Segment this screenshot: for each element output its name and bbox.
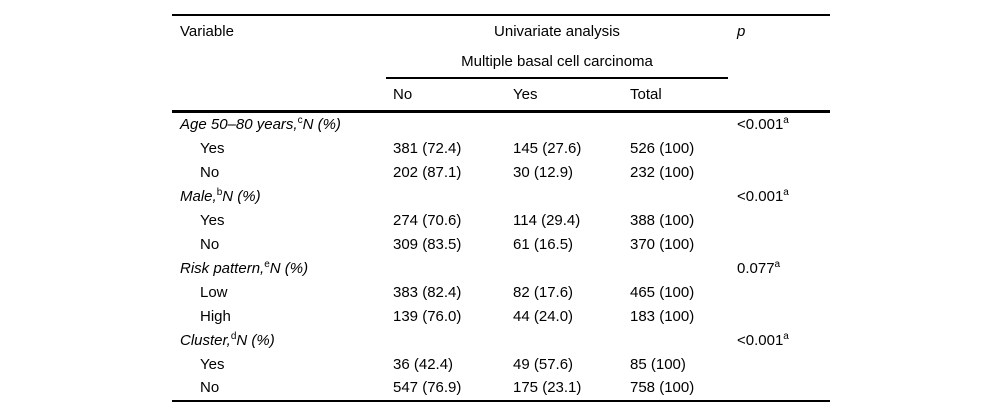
footnote-marker: c <box>297 115 303 127</box>
group-label-text: Male, <box>180 188 217 206</box>
group-label-text: Risk pattern, <box>180 259 265 277</box>
cell-yes: 44 (24.0) <box>513 307 574 325</box>
table-row: Yes 381 (72.4) 145 (27.6) 526 (100) <box>172 137 830 161</box>
p-value-cell: <0.001a <box>737 330 830 349</box>
p-value: 0.077 <box>737 259 775 277</box>
table-row-group: Risk pattern,eN (%) 0.077a <box>172 256 830 280</box>
cell-total: 370 (100) <box>630 235 695 253</box>
table-row: No 202 (87.1) 30 (12.9) 232 (100) <box>172 161 830 185</box>
group-label-male: Male,bN (%) <box>172 187 393 206</box>
cell-total: 388 (100) <box>630 212 695 230</box>
group-label-text: Cluster, <box>180 331 231 349</box>
spanner-header: Multiple basal cell carcinoma <box>386 46 728 79</box>
table-row-group: Age 50–80 years,cN (%) <0.001a <box>172 113 830 137</box>
row-label: Low <box>200 283 228 301</box>
cell-no: 547 (76.9) <box>393 379 462 397</box>
cell-total: 465 (100) <box>630 283 695 301</box>
p-value-cell: <0.001a <box>737 187 830 206</box>
cell-yes: 175 (23.1) <box>513 379 582 397</box>
cell-no: 381 (72.4) <box>393 140 462 158</box>
group-label-suffix: N (%) <box>236 331 275 349</box>
cell-yes: 82 (17.6) <box>513 283 574 301</box>
analysis-header: Univariate analysis <box>494 22 620 40</box>
cell-total: 232 (100) <box>630 164 695 182</box>
footnote-marker: a <box>783 115 789 127</box>
cell-total: 758 (100) <box>630 379 695 397</box>
group-label-cluster: Cluster,dN (%) <box>172 330 393 349</box>
cell-yes: 145 (27.6) <box>513 140 582 158</box>
row-label: High <box>200 307 231 325</box>
group-label-age: Age 50–80 years,cN (%) <box>172 115 393 134</box>
row-label: Yes <box>200 140 225 158</box>
table-row: Yes 274 (70.6) 114 (29.4) 388 (100) <box>172 209 830 233</box>
row-label: No <box>200 164 220 182</box>
univariate-analysis-table: Variable Univariate analysis p Multiple … <box>172 14 830 402</box>
cell-no: 274 (70.6) <box>393 212 462 230</box>
table-row: No 547 (76.9) 175 (23.1) 758 (100) <box>172 376 830 400</box>
group-label-risk-pattern: Risk pattern,eN (%) <box>172 258 393 277</box>
footnote-marker: a <box>774 258 781 270</box>
cell-total: 526 (100) <box>630 140 695 158</box>
cell-no: 309 (83.5) <box>393 235 462 253</box>
cell-no: 383 (82.4) <box>393 283 462 301</box>
header-row-2: Multiple basal cell carcinoma <box>172 46 830 79</box>
p-value: <0.001 <box>737 188 784 206</box>
cell-yes: 30 (12.9) <box>513 164 574 182</box>
cell-total: 85 (100) <box>630 355 686 373</box>
table-row: Yes 36 (42.4) 49 (57.6) 85 (100) <box>172 352 830 376</box>
table-row-group: Cluster,dN (%) <0.001a <box>172 328 830 352</box>
row-label: Yes <box>200 212 225 230</box>
p-value-cell: 0.077a <box>737 258 830 277</box>
p-value: <0.001 <box>737 331 784 349</box>
table-row: High 139 (76.0) 44 (24.0) 183 (100) <box>172 304 830 328</box>
footnote-marker: a <box>783 187 789 199</box>
cell-no: 36 (42.4) <box>393 355 454 373</box>
header-row-3: No Yes Total <box>172 79 830 113</box>
variable-column-header: Variable <box>180 22 234 40</box>
cell-total: 183 (100) <box>630 307 695 325</box>
cell-no: 202 (87.1) <box>393 164 462 182</box>
table-row: Low 383 (82.4) 82 (17.6) 465 (100) <box>172 280 830 304</box>
header-spacer <box>172 46 386 79</box>
footnote-marker: d <box>230 330 237 342</box>
column-header-no: No <box>393 86 413 103</box>
group-label-suffix: N (%) <box>302 116 341 134</box>
row-label: Yes <box>200 355 225 373</box>
footnote-marker: a <box>783 330 789 342</box>
footnote-marker: b <box>216 187 223 199</box>
p-value-cell: <0.001a <box>737 115 830 134</box>
p-column-header: p <box>737 22 746 40</box>
table-row: No 309 (83.5) 61 (16.5) 370 (100) <box>172 233 830 257</box>
table-row-group: Male,bN (%) <0.001a <box>172 185 830 209</box>
cell-yes: 49 (57.6) <box>513 355 574 373</box>
group-label-suffix: N (%) <box>222 188 261 206</box>
p-value: <0.001 <box>737 116 784 134</box>
group-label-suffix: N (%) <box>269 259 309 277</box>
column-header-total: Total <box>630 86 662 103</box>
column-header-yes: Yes <box>513 86 538 103</box>
cell-yes: 114 (29.4) <box>513 212 581 230</box>
cell-no: 139 (76.0) <box>393 307 462 325</box>
cell-yes: 61 (16.5) <box>513 235 574 253</box>
footnote-marker: e <box>264 258 270 270</box>
header-row-1: Variable Univariate analysis p <box>172 16 830 46</box>
group-label-text: Age 50–80 years, <box>180 116 298 134</box>
row-label: No <box>200 235 220 253</box>
row-label: No <box>200 379 220 397</box>
